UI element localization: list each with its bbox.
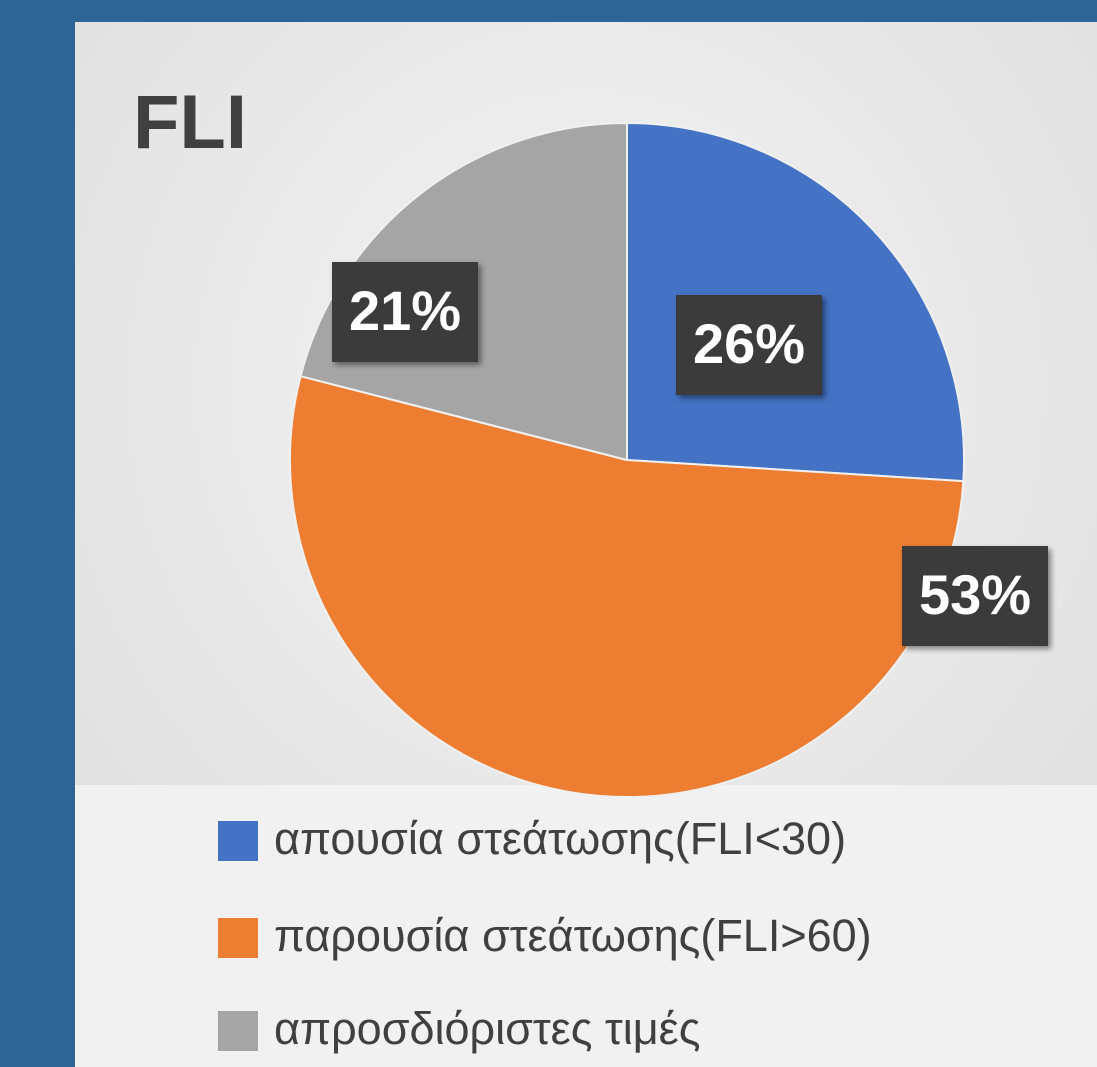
legend-label: απουσία στεάτωσης(FLI<30) [274,813,846,864]
legend-label: παρουσία στεάτωσης(FLI>60) [274,910,872,961]
data-label-box [676,295,822,395]
data-label-box [902,546,1048,646]
data-label: 21% [349,279,461,342]
data-label: 53% [919,563,1031,626]
data-label-box [332,262,478,362]
chart-title: FLI [133,80,247,165]
legend-swatch [218,1011,258,1051]
legend-label: απροσδιόριστες τιμές [274,1003,700,1054]
data-label: 26% [693,312,805,375]
legend-swatch [218,918,258,958]
legend-swatch [218,821,258,861]
